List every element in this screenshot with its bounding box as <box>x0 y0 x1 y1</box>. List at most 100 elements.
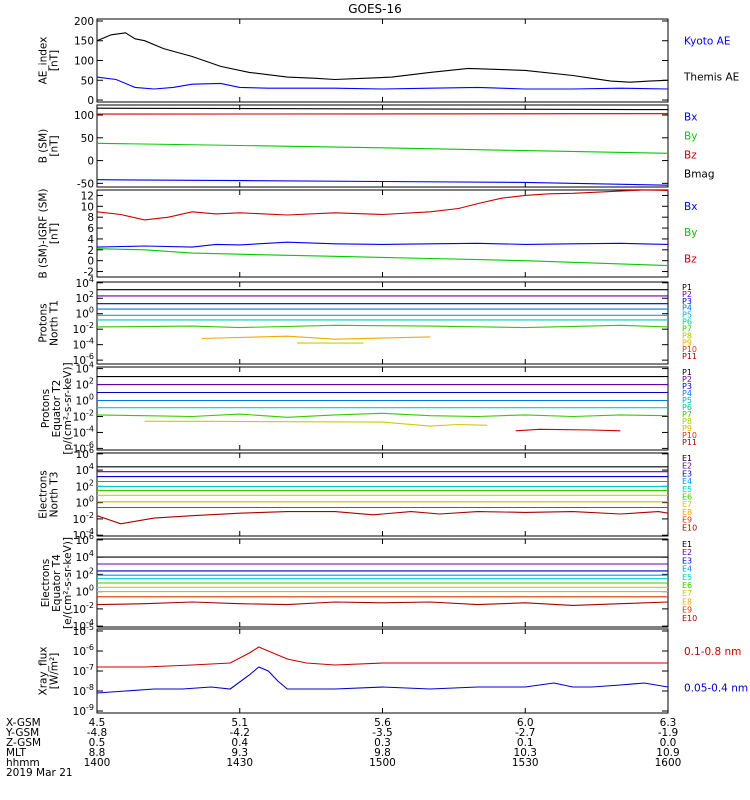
ephemeris-value: 1430 <box>226 757 253 769</box>
legend-entry: P5 <box>682 396 692 405</box>
y-axis-label: [nT] <box>49 135 61 156</box>
legend-entry: P5 <box>682 311 692 320</box>
legend-entry: Bx <box>684 201 697 213</box>
ephemeris-value: 1530 <box>512 757 539 769</box>
figure-title: GOES-16 <box>348 2 402 16</box>
y-tick-label: -50 <box>77 178 94 190</box>
legend-entry: E2 <box>682 462 692 471</box>
ephemeris-row-label: hhmm <box>6 757 40 769</box>
ephemeris-value: 9.8 <box>374 747 391 759</box>
legend-entry: 0.05-0.4 nm <box>684 682 748 694</box>
panel-ae: 0 50 100 150 200 AE_index [nT] Kyoto AE Themis A… <box>38 16 740 107</box>
legend-entry: P9 <box>682 424 692 433</box>
legend-entry: P10 <box>682 345 697 354</box>
panel-frame <box>96 366 669 451</box>
legend-entry: P7 <box>682 324 692 333</box>
series-p7 <box>97 324 668 329</box>
y-tick-label: 100 <box>76 495 94 510</box>
y-tick-label: 10-2 <box>73 408 94 423</box>
y-tick-label: 10-6 <box>73 440 94 455</box>
y-tick-label: 100 <box>76 393 94 408</box>
legend-entry: E1 <box>682 454 692 463</box>
y-axis-label: Xray_flux <box>38 647 50 696</box>
legend-entry: By <box>684 227 697 239</box>
y-tick-label: 104 <box>76 549 94 564</box>
legend-entry: E9 <box>682 516 692 525</box>
y-tick-label: 106 <box>76 532 94 547</box>
series-bmag <box>97 107 668 111</box>
y-axis-label: B (SM)-IGRF (SM) <box>38 188 50 278</box>
series-p7 <box>144 420 488 427</box>
y-axis-label: [nT] <box>49 223 61 244</box>
legend-entry: E5 <box>682 485 692 494</box>
y-tick-label: 12 <box>81 190 94 202</box>
y-tick-label: 100 <box>76 306 94 321</box>
ephemeris-value: 0.3 <box>374 737 391 749</box>
y-axis-label: Electrons <box>40 559 52 608</box>
legend-entry: P7 <box>682 410 692 419</box>
legend-entry: E2 <box>682 548 692 557</box>
series-kyoto-ae <box>97 76 668 90</box>
legend-entry: P8 <box>682 331 692 340</box>
ephemeris-value: 1400 <box>84 757 111 769</box>
legend-entry: P11 <box>682 438 697 447</box>
legend-entry: P1 <box>682 368 692 377</box>
y-tick-label: 106 <box>76 446 94 461</box>
y-tick-label: -2 <box>84 267 94 279</box>
ephemeris-value: 6.3 <box>660 717 677 729</box>
panel-xray: 10-5 10-6 10-7 10-8 10-9 Xray_flux [W/m²] 0.1-0… <box>38 623 749 718</box>
y-tick-label: 102 <box>76 478 94 493</box>
series-by <box>97 248 668 267</box>
ephemeris-value: 0.0 <box>660 737 677 749</box>
legend-entry: P3 <box>682 382 692 391</box>
legend-entry: P9 <box>682 338 692 347</box>
panel-frame <box>96 628 669 714</box>
y-tick-label: 2 <box>87 245 94 257</box>
series-themis-ae <box>97 32 668 83</box>
y-axis-label: [e/(cm²-s-sr-keV)] <box>62 537 74 629</box>
legend-entry: E7 <box>682 589 692 598</box>
y-tick-label: 0 <box>87 95 94 107</box>
legend-entry: P10 <box>682 431 697 440</box>
ephemeris-value: 0.1 <box>517 737 534 749</box>
y-tick-label: 10-4 <box>73 424 94 439</box>
ephemeris-value: 4.5 <box>89 717 106 729</box>
ephemeris-value: 0.5 <box>89 737 106 749</box>
legend-entry: E6 <box>682 581 692 590</box>
legend-entry: P6 <box>682 403 692 412</box>
y-axis-label: Protons <box>38 303 50 342</box>
legend-entry: P11 <box>682 352 697 361</box>
y-tick-label: 10-8 <box>73 683 94 698</box>
y-tick-label: 10-4 <box>73 337 94 352</box>
legend-entry: P8 <box>682 417 692 426</box>
legend-entry: E5 <box>682 573 692 582</box>
y-tick-label: 10-6 <box>73 643 94 658</box>
legend-entry: E4 <box>682 565 692 574</box>
ephemeris-value: 8.8 <box>89 747 106 759</box>
ephemeris-value: 10.3 <box>514 747 537 759</box>
ephemeris-value: 5.6 <box>374 717 391 729</box>
legend-entry: Bz <box>684 150 697 162</box>
legend-entry: Kyoto AE <box>684 36 730 48</box>
y-tick-label: 100 <box>76 584 94 599</box>
y-axis-label: AE_index <box>38 37 50 85</box>
ephemeris-row-label: Z-GSM <box>6 737 41 749</box>
y-tick-label: 10-5 <box>73 623 94 638</box>
legend-entry: P2 <box>682 375 692 384</box>
legend-entry: E9 <box>682 606 692 615</box>
ephemeris-value: 5.1 <box>231 717 248 729</box>
legend-entry: Bx <box>684 111 697 123</box>
legend-entry: P2 <box>682 290 692 299</box>
legend-entry: Bmag <box>684 169 715 181</box>
panel-frame <box>96 281 669 365</box>
series-e10 <box>97 601 668 606</box>
panel-eequator: 106 104 102 100 10-2 10-4 Electrons Equator T4[… <box>40 532 697 633</box>
ephemeris-row-label: X-GSM <box>6 717 41 729</box>
legend-entry: E8 <box>682 597 692 606</box>
y-tick-label: 6 <box>87 223 94 235</box>
